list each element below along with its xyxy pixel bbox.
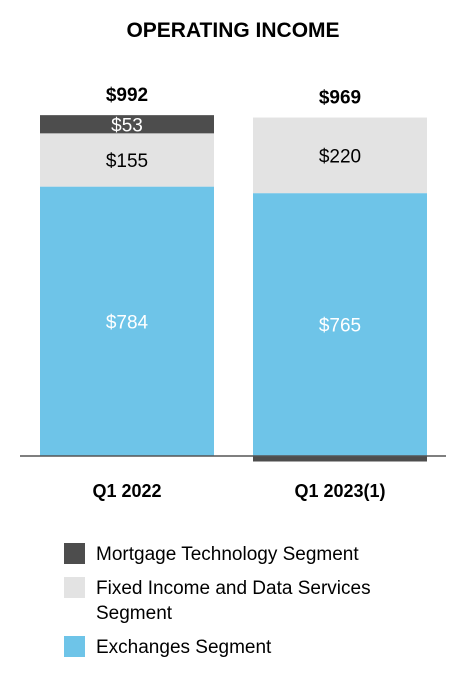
bar-segment — [40, 115, 214, 134]
bar-segment — [253, 117, 427, 194]
data-label: $155 — [106, 151, 148, 172]
total-label: $969 — [319, 88, 361, 109]
bar-segment — [40, 186, 214, 456]
legend-label: Fixed Income and Data Services Segment — [96, 578, 371, 624]
legend-swatch — [64, 577, 85, 598]
bars-group — [40, 115, 427, 462]
data-label: $220 — [319, 146, 361, 167]
labels-group: $784 $155 $53 $992 Q1 2022 $765 $220 $969 Q1 202… — [92, 85, 385, 501]
legend-swatch — [64, 543, 85, 564]
bar-segment — [253, 456, 427, 462]
category-label: Q1 2023(1) — [294, 481, 385, 501]
legend-item: Mortgage Technology Segment — [64, 542, 464, 567]
bar-segment — [253, 193, 427, 456]
legend-label: Exchanges Segment — [96, 637, 272, 658]
data-label: $784 — [106, 312, 149, 333]
legend-swatch — [64, 636, 85, 657]
legend-label: Mortgage Technology Segment — [96, 544, 359, 565]
category-label: Q1 2022 — [92, 481, 161, 501]
data-label: $765 — [319, 316, 361, 337]
legend-item: Fixed Income and Data Services Segment — [64, 576, 464, 626]
legend: Mortgage Technology Segment Fixed Income … — [64, 542, 464, 669]
bar-segment — [40, 133, 214, 187]
chart-title: OPERATING INCOME — [126, 19, 339, 42]
data-label: $53 — [111, 115, 143, 136]
legend-item: Exchanges Segment — [64, 635, 464, 660]
total-label: $992 — [106, 85, 148, 106]
